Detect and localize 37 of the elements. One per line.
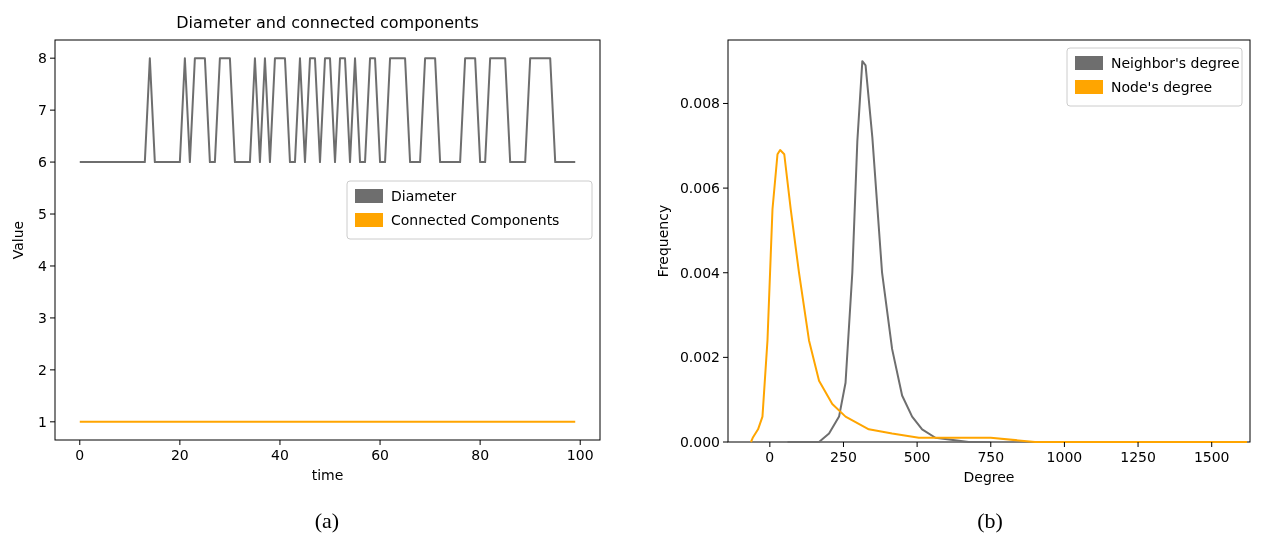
legend-label: Neighbor's degree (1111, 55, 1240, 71)
chart-title: Diameter and connected components (176, 13, 479, 32)
y-tick-label: 5 (38, 206, 47, 223)
text: (a) (314, 508, 340, 533)
x-axis-title: Degree (963, 469, 1015, 485)
x-tick-label: 0 (765, 449, 775, 465)
y-axis-title: Value (10, 220, 26, 260)
y-tick-label: 2 (38, 361, 47, 378)
y-tick-label: 1 (38, 413, 47, 430)
legend-label: Diameter (391, 188, 457, 204)
y-tick-label: 0.008 (679, 95, 720, 112)
x-tick-label: 750 (977, 449, 1005, 465)
y-axis-title: Frequency (655, 204, 671, 278)
y-tick-label: 0.002 (679, 349, 720, 366)
x-tick-label: 20 (170, 447, 189, 463)
legend-label: Connected Components (391, 212, 560, 228)
y-tick-label: 0.004 (679, 264, 721, 281)
x-tick-label: 1000 (1046, 449, 1083, 465)
y-tick-label: 4 (38, 257, 48, 274)
text: (b) (977, 508, 1003, 533)
x-tick-label: 80 (471, 447, 490, 463)
x-tick-label: 40 (271, 447, 289, 463)
x-axis-title: time (311, 467, 344, 483)
x-tick-label: 1500 (1193, 449, 1230, 465)
x-tick-label: 1250 (1120, 449, 1156, 465)
legend-label: Node's degree (1111, 79, 1213, 95)
y-tick-label: 0.006 (679, 180, 721, 197)
y-tick-label: 3 (38, 309, 47, 326)
y-tick-label: 8 (38, 50, 47, 67)
x-tick-label: 500 (903, 449, 931, 465)
y-tick-label: 0.000 (679, 434, 720, 450)
x-tick-label: 100 (566, 447, 594, 463)
x-tick-label: 250 (830, 449, 857, 465)
y-tick-label: 7 (38, 102, 47, 119)
x-tick-label: 60 (371, 447, 389, 463)
x-tick-label: 0 (75, 447, 85, 463)
y-tick-label: 6 (38, 154, 48, 171)
